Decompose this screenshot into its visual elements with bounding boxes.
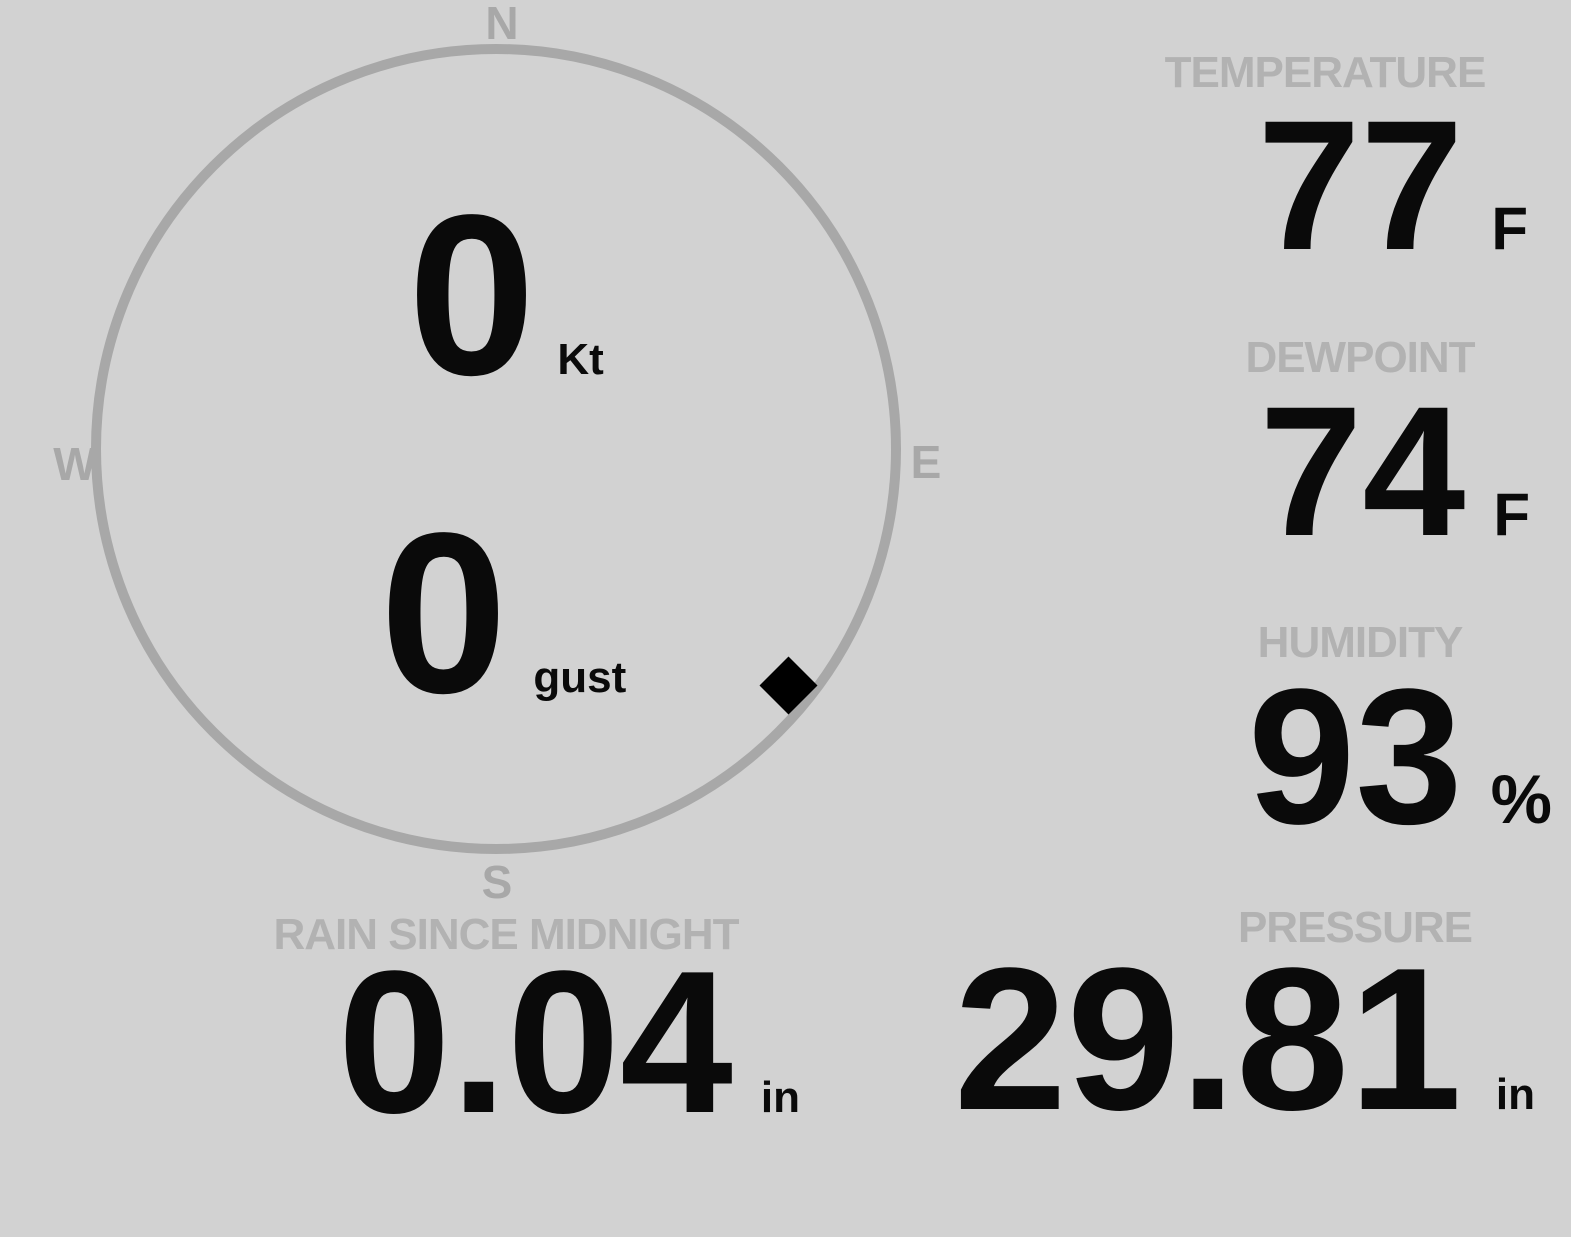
pressure-value: 29.81 <box>953 926 1462 1153</box>
humidity-reading: 93 % <box>1248 660 1552 853</box>
humidity-unit: % <box>1490 761 1552 838</box>
rain-since-midnight-value: 0.04 <box>337 929 733 1156</box>
wind-compass-circle <box>91 44 901 854</box>
compass-south-label: S <box>481 856 513 908</box>
wind-speed: 0 Kt <box>408 181 604 410</box>
temperature-unit: F <box>1491 195 1528 262</box>
pressure-unit: in <box>1495 1070 1535 1119</box>
temperature-label: TEMPERATURE <box>1164 48 1487 97</box>
rain-since-midnight-label: RAIN SINCE MIDNIGHT <box>273 910 740 959</box>
humidity-value: 93 <box>1247 648 1463 864</box>
dewpoint-value: 74 <box>1259 369 1466 575</box>
temperature-value: 77 <box>1257 83 1464 289</box>
dewpoint-unit: F <box>1493 481 1530 548</box>
compass-east-label: E <box>910 436 942 488</box>
temperature-reading: 77 F <box>1258 94 1528 279</box>
dewpoint-reading: 74 F <box>1260 380 1530 565</box>
dewpoint-label: DEWPOINT <box>1245 333 1475 382</box>
compass-north-label: N <box>485 0 519 49</box>
humidity-label: HUMIDITY <box>1257 618 1464 667</box>
wind-speed-unit: Kt <box>557 335 604 384</box>
pressure-label: PRESSURE <box>1237 903 1473 952</box>
wind-speed-value: 0 <box>408 167 536 423</box>
rain-since-midnight-unit: in <box>760 1073 800 1122</box>
rain-since-midnight-reading: 0.04 in <box>338 941 800 1144</box>
compass-west-label: W <box>53 438 97 490</box>
wind-gust-unit: gust <box>533 653 627 702</box>
wind-gust: 0 gust <box>380 499 626 728</box>
wind-gust-value: 0 <box>380 485 508 741</box>
pressure-reading: 29.81 in <box>954 938 1535 1141</box>
